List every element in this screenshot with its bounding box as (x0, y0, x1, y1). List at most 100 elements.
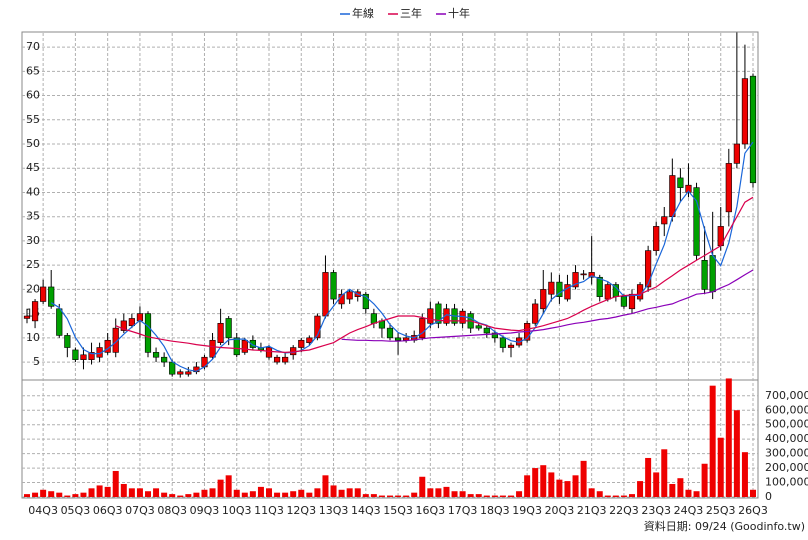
volume-bar (249, 491, 256, 497)
candle-body (540, 289, 547, 310)
candle-body (40, 286, 47, 302)
volume-bar (225, 475, 232, 497)
candle-body (556, 281, 563, 297)
candle-body (564, 284, 571, 300)
volume-bar (750, 489, 756, 497)
x-tick-label: 11Q3 (254, 504, 284, 517)
moving-average-line (115, 196, 754, 354)
candle-body (620, 296, 628, 307)
volume-bar (24, 494, 30, 497)
candle-body (709, 255, 716, 293)
candle-body (225, 318, 232, 339)
volume-bar (620, 495, 627, 497)
volume-bar (322, 475, 329, 497)
volume-bar (338, 489, 345, 497)
y-tick-label: 50 (26, 137, 40, 150)
volume-bar (298, 489, 305, 497)
candle-body (499, 337, 507, 348)
volume-bar (451, 491, 458, 497)
volume-bar (112, 470, 119, 497)
volume-bar (693, 491, 700, 497)
candle-body (241, 339, 248, 353)
candle-body (548, 281, 555, 295)
volume-bar (209, 488, 216, 497)
y-tick-label: 300,000 (765, 447, 808, 460)
volume-bar (257, 486, 264, 497)
volume-bar (403, 495, 410, 497)
x-tick-label: 26Q3 (738, 504, 768, 517)
y-tick-label: 30 (26, 234, 40, 247)
volume-bar (40, 489, 47, 497)
candle-body (249, 339, 256, 348)
y-tick-label: 65 (26, 64, 40, 77)
y-tick-label: 100,000 (765, 476, 808, 489)
volume-bar (637, 481, 644, 497)
y-tick-label: 70 (26, 40, 40, 53)
volume-bar (677, 478, 684, 497)
volume-bar (274, 492, 281, 497)
y-tick-label: 700,000 (765, 389, 808, 402)
moving-average-line (50, 141, 754, 372)
candle-body (483, 327, 490, 334)
volume-bar (169, 494, 176, 497)
volume-bar (701, 463, 708, 497)
candle-body (669, 175, 676, 217)
volume-bar (475, 494, 482, 497)
y-tick-label: 5 (33, 355, 40, 368)
candle-body (330, 272, 337, 300)
legend: 年線 三年 十年 (340, 6, 470, 20)
volume-bar (136, 488, 143, 497)
volume-bar (96, 485, 103, 497)
volume-bar (314, 488, 321, 497)
volume-bar (709, 385, 716, 497)
candle-body (588, 272, 595, 278)
volume-bar (395, 495, 402, 497)
volume-bar (128, 488, 135, 497)
candle-body (177, 371, 184, 375)
volume-bar (346, 488, 353, 497)
candle-body (435, 303, 442, 324)
volume-bar (564, 481, 571, 497)
volume-bar (588, 488, 595, 497)
x-tick-label: 10Q3 (222, 504, 252, 517)
moving-average-line (341, 269, 754, 342)
volume-bar (427, 488, 434, 497)
volume-bar (104, 486, 111, 497)
volume-bar (362, 494, 369, 497)
candle-body (152, 352, 160, 358)
candle-body (48, 286, 55, 307)
candle-body (209, 339, 216, 358)
y-tick-label: 40 (26, 185, 40, 198)
candle-body (645, 250, 652, 288)
candle-body (661, 216, 668, 225)
x-tick-label: 15Q3 (383, 504, 413, 517)
volume-bar (201, 489, 208, 497)
volume-bar (217, 479, 224, 497)
candle-body (265, 347, 273, 358)
x-tick-label: 09Q3 (190, 504, 220, 517)
candle-body (120, 320, 127, 331)
candle-body (741, 78, 749, 145)
candle-body (419, 318, 426, 339)
y-tick-label: 600,000 (765, 403, 808, 416)
y-tick-label: 0 (765, 490, 772, 503)
volume-bar (185, 494, 192, 497)
candle-body (394, 337, 402, 341)
x-tick-label: 13Q3 (319, 504, 349, 517)
volume-bar (378, 495, 385, 497)
volume-bar (153, 488, 160, 497)
volume-bar (540, 465, 547, 497)
volume-bar (580, 460, 587, 497)
volume-bar (64, 495, 71, 497)
y-tick-label: 500,000 (765, 418, 808, 431)
candle-body (491, 332, 498, 339)
volume-bar (306, 492, 313, 497)
legend-label: 年線 (352, 6, 374, 20)
y-tick-label: 60 (26, 89, 40, 102)
candle-body (185, 371, 192, 375)
volume-bar (161, 492, 168, 497)
volume-bar (32, 492, 39, 497)
volume-bar (645, 457, 652, 497)
candle-body (217, 323, 224, 343)
